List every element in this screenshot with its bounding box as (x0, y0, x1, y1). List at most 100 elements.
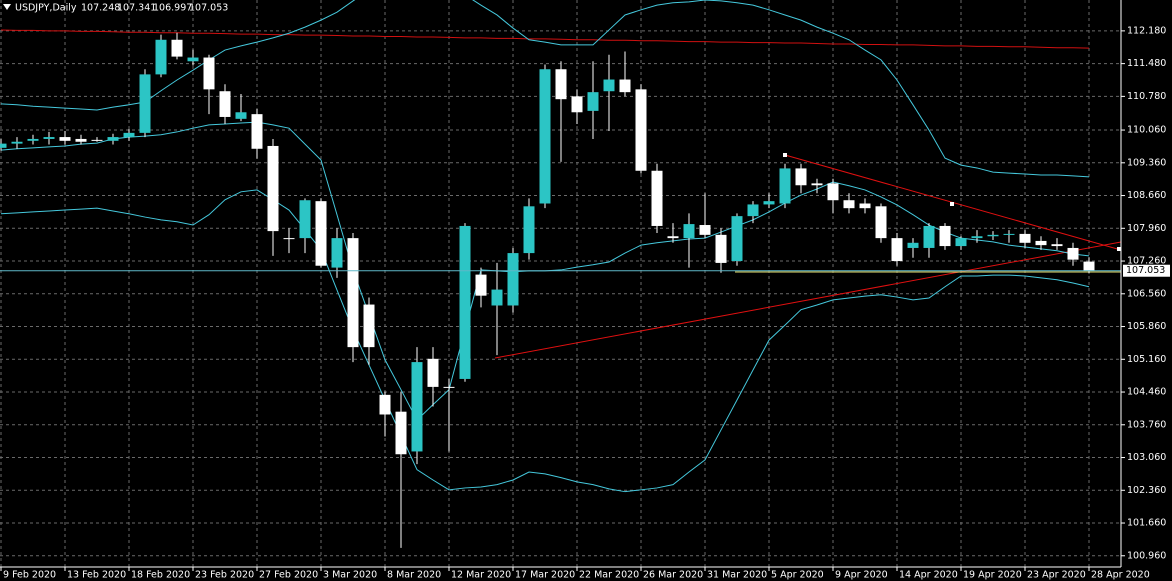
candle-body-down (1083, 261, 1095, 271)
candle-body-down (395, 411, 407, 455)
candle-body-up (27, 138, 39, 141)
candle-body-down (91, 139, 103, 141)
x-tick-label: 12 Mar 2020 (451, 570, 511, 581)
candle-body-down (251, 114, 263, 149)
candle-body-down (891, 238, 903, 262)
candle-body-down (75, 138, 87, 142)
y-tick-label: 111.480 (1127, 58, 1166, 69)
candle-body-up (187, 57, 199, 62)
grid (0, 0, 1121, 567)
candle-body-up (491, 289, 503, 306)
candle-body-down (347, 238, 359, 348)
candle-body-down (315, 201, 327, 266)
y-tick-label: 102.360 (1127, 485, 1166, 496)
header-open: 107.248 (81, 3, 120, 14)
x-tick-label: 14 Apr 2020 (899, 570, 958, 581)
candle-body-up (523, 206, 535, 254)
candle-body-down (875, 206, 887, 239)
candle-body-up (235, 112, 247, 119)
candle-body-up (955, 238, 967, 247)
candle-body-down (859, 203, 871, 209)
candle-body-down (219, 91, 231, 117)
x-tick-label: 18 Feb 2020 (131, 570, 190, 581)
trend-anchor (1117, 247, 1121, 251)
candle-body-up (11, 141, 23, 144)
y-tick-label: 103.760 (1127, 419, 1166, 430)
candle-body-down (811, 183, 823, 186)
candle-body-up (779, 168, 791, 204)
x-tick-label: 27 Feb 2020 (259, 570, 318, 581)
candle-body-down (635, 89, 647, 171)
menu-arrow[interactable] (3, 4, 11, 10)
candle-body-down (1035, 240, 1047, 246)
candle-body-down (1019, 233, 1031, 243)
header-close: 107.053 (189, 3, 228, 14)
candle-body-down (843, 200, 855, 209)
y-tick-label: 110.060 (1127, 125, 1166, 136)
candle-body-down (283, 238, 295, 240)
y-tick-label: 107.260 (1127, 256, 1166, 267)
y-tick-label: 108.660 (1127, 190, 1166, 201)
candle-body-up (299, 200, 311, 239)
candle-body-down (795, 168, 807, 186)
candle-body-down (427, 358, 439, 387)
candle-body-up (507, 253, 519, 306)
candle-body-up (763, 201, 775, 205)
candle-body-down (443, 386, 455, 388)
candle-body-up (107, 137, 119, 141)
y-tick-label: 100.960 (1127, 550, 1166, 561)
candle-body-up (331, 238, 343, 268)
y-tick-label: 104.460 (1127, 387, 1166, 398)
y-tick-label: 105.160 (1127, 354, 1166, 365)
candle-body-up (155, 39, 167, 75)
candle-body-down (1051, 244, 1063, 247)
candle-body-up (683, 224, 695, 239)
y-tick-label: 107.960 (1127, 223, 1166, 234)
x-tick-label: 9 Apr 2020 (835, 570, 888, 581)
candle-body-up (123, 132, 135, 138)
x-tick-label: 22 Mar 2020 (579, 570, 639, 581)
chart-title: USDJPY,Daily (15, 3, 77, 14)
candle-body-down (171, 39, 183, 57)
candle-body-down (363, 304, 375, 348)
x-tick-label: 5 Apr 2020 (771, 570, 824, 581)
candle-body-up (1003, 233, 1015, 235)
price-box (1123, 264, 1170, 277)
candle-body-up (987, 234, 999, 237)
candle-body-up (139, 74, 151, 133)
candle-body-down (651, 170, 663, 226)
x-tick-label: 19 Apr 2020 (963, 570, 1022, 581)
candle-body-up (747, 204, 759, 217)
candle-body-up (907, 242, 919, 248)
header-high: 107.341 (117, 3, 156, 14)
y-tick-label: 110.780 (1127, 91, 1166, 102)
x-tick-label: 13 Feb 2020 (67, 570, 126, 581)
trend-anchor (783, 153, 787, 157)
x-tick-label: 26 Mar 2020 (643, 570, 703, 581)
candle-body-down (475, 274, 487, 296)
candle-body-up (459, 225, 471, 379)
candle-body-up (603, 79, 615, 92)
candle-body-up (971, 236, 983, 239)
x-tick-label: 23 Feb 2020 (195, 570, 254, 581)
plot-area (0, 0, 1121, 548)
y-tick-label: 105.860 (1127, 321, 1166, 332)
price-label: 107.053 (1126, 265, 1165, 276)
y-tick-label: 106.560 (1127, 288, 1166, 299)
candle-body-down (267, 145, 279, 232)
candle-body-up (923, 225, 935, 248)
candle-body-down (619, 79, 631, 93)
candle-body-down (571, 96, 583, 113)
x-tick-label: 8 Mar 2020 (387, 570, 441, 581)
candle-body-down (699, 225, 711, 235)
x-tick-label: 17 Mar 2020 (515, 570, 575, 581)
y-tick-label: 101.660 (1127, 518, 1166, 529)
candle-body-up (411, 362, 423, 452)
x-tick-label: 31 Mar 2020 (707, 570, 767, 581)
x-tick-label: 3 Mar 2020 (323, 570, 377, 581)
indicator-line (0, 0, 1090, 178)
candle-body-up (539, 69, 551, 204)
y-tick-label: 112.180 (1127, 25, 1166, 36)
header-low: 106.997 (153, 3, 192, 14)
candle-body-up (731, 216, 743, 262)
